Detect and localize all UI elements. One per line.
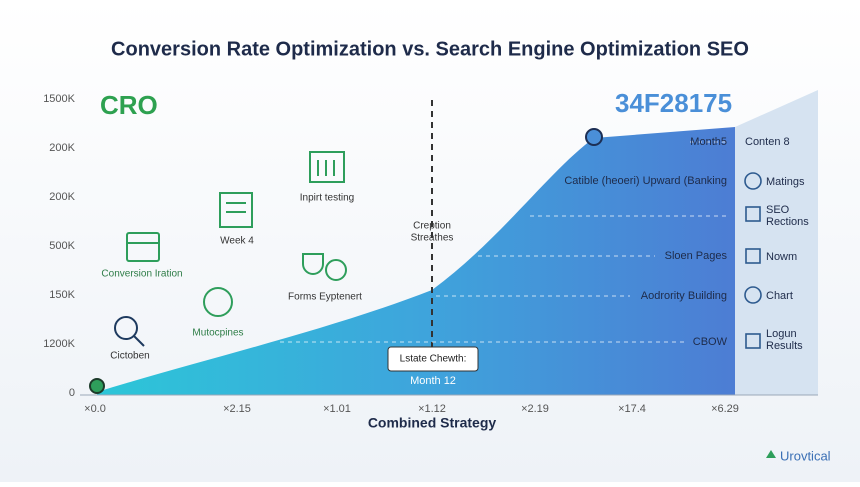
center-note: Creption: [413, 221, 451, 232]
seo-item: Chart: [766, 290, 793, 302]
title: Conversion Rate Optimization vs. Search …: [111, 38, 749, 60]
y-label: 1200K: [43, 338, 75, 350]
callout-subtitle: Month 12: [410, 375, 456, 387]
seo-item: Nowm: [766, 251, 797, 263]
seo-step: Aodrority Building: [641, 290, 727, 302]
peak-dot: [585, 128, 603, 146]
seo-heading: 34F28175: [615, 88, 732, 118]
y-label: 500K: [49, 240, 75, 252]
guide-lines: [280, 141, 730, 343]
x-label: ×17.4: [618, 403, 646, 415]
growth-area: [97, 127, 735, 395]
seo-item: Logun Results: [766, 328, 803, 352]
y-label: 1500K: [43, 93, 75, 105]
seo-step: CBOW: [693, 336, 728, 348]
y-label: 150K: [49, 289, 75, 301]
cro-item: Week 4: [220, 236, 254, 247]
seo-icons: [744, 172, 762, 349]
seo-panel: [735, 90, 818, 395]
seo-step: Catible (heoeri) Upward (Banking: [564, 175, 727, 187]
cro-item: Cictoben: [110, 351, 149, 362]
cro-item: Inpirt testing: [300, 193, 354, 204]
cro-item: Forms Eyptenert: [288, 292, 362, 303]
x-label: ×1.12: [418, 403, 446, 415]
search-icon: [114, 316, 145, 347]
y-label: 200K: [49, 142, 75, 154]
cro-icons: [126, 151, 347, 317]
x-label: ×2.19: [521, 403, 549, 415]
callout-box: [387, 346, 479, 372]
cro-item: Mutocpines: [192, 328, 243, 339]
callout-title: Lstate Chewth:: [400, 354, 467, 365]
x-label: ×1.01: [323, 403, 351, 415]
y-label: 200K: [49, 191, 75, 203]
start-dot: [89, 378, 105, 394]
seo-step: Sloen Pages: [665, 250, 728, 262]
seo-step: Month5: [690, 136, 727, 148]
seo-item: Matings: [766, 176, 805, 188]
brand-logo: [766, 450, 776, 458]
brand: Urovtical: [780, 448, 831, 463]
y-label: 0: [69, 387, 75, 399]
cro-heading: CRO: [100, 90, 158, 120]
x-label: ×2.15: [223, 403, 251, 415]
x-label: ×6.29: [711, 403, 739, 415]
x-label: ×0.0: [84, 403, 106, 415]
seo-item: Conten 8: [745, 136, 790, 148]
cro-item: Conversion Iration: [101, 269, 182, 280]
x-title: Combined Strategy: [368, 415, 497, 431]
center-note: Streathes: [411, 233, 454, 244]
seo-item: SEO Rections: [766, 204, 809, 228]
